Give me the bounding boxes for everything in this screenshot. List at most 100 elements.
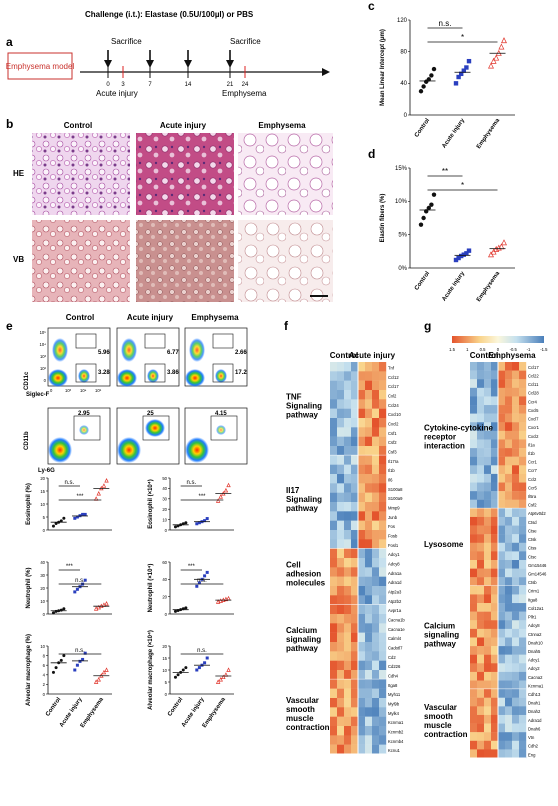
heatmap-cell bbox=[498, 379, 506, 389]
vb-acute-image bbox=[136, 220, 234, 302]
heatmap-cell bbox=[337, 380, 345, 391]
heatmap-gene-label: Dnah6 bbox=[528, 726, 541, 731]
heatmap-cell bbox=[470, 439, 478, 449]
heatmap-cell bbox=[379, 399, 387, 409]
heatmap-cell bbox=[365, 446, 373, 456]
heatmap-cell bbox=[484, 671, 492, 681]
heatmap-cell bbox=[491, 689, 499, 698]
heatmap-cell bbox=[491, 525, 499, 535]
heatmap-cell bbox=[337, 502, 345, 512]
heatmap-gene-label: Il1b bbox=[528, 451, 535, 456]
heatmap-group-label: Cell bbox=[286, 561, 301, 570]
heatmap-gene-label: Ccl24 bbox=[388, 403, 399, 408]
heatmap-cell bbox=[344, 735, 352, 745]
heatmap-gene-label: Il1a bbox=[528, 442, 535, 447]
heatmap-cell bbox=[330, 670, 338, 680]
heatmap-cell bbox=[491, 499, 499, 509]
heatmap-cell bbox=[498, 560, 506, 569]
heatmap-cell bbox=[337, 698, 345, 708]
heatmap-cell bbox=[484, 714, 492, 724]
heatmap-cell bbox=[358, 707, 366, 717]
heatmap-cell bbox=[344, 726, 352, 736]
heatmap-cell bbox=[470, 689, 478, 698]
heatmap-cell bbox=[379, 651, 387, 661]
significance-label: ** bbox=[442, 167, 448, 176]
vb-control-image bbox=[32, 220, 130, 302]
heatmap-cell bbox=[344, 679, 352, 689]
heat-legend-tick-label: -1 bbox=[527, 347, 531, 352]
data-point bbox=[197, 666, 201, 670]
heatmap-cell bbox=[477, 448, 485, 457]
heatmap-cell bbox=[477, 603, 485, 612]
heatmap-cell bbox=[484, 387, 492, 397]
heatmap-cell bbox=[505, 680, 513, 690]
flow-gate bbox=[210, 415, 238, 441]
data-point bbox=[461, 252, 466, 257]
heatmap-cell bbox=[512, 405, 520, 414]
heatmap-cell bbox=[358, 744, 366, 755]
heatmap-cell bbox=[344, 362, 352, 372]
heatmap-cell bbox=[337, 651, 345, 661]
heatmap-cell bbox=[498, 611, 506, 621]
heatmap-cell bbox=[372, 530, 380, 540]
heatmap-cell bbox=[372, 371, 380, 381]
sacrifice-2: Sacrifice bbox=[230, 37, 261, 46]
heatmap-cell bbox=[484, 534, 492, 543]
heatmap-gene-label: Calml4 bbox=[388, 636, 402, 641]
heatmap-gene-label: Kcnma1 bbox=[528, 683, 544, 688]
heatmap-cell bbox=[337, 408, 345, 419]
heatmap-gene-label: Adra1d bbox=[388, 580, 402, 585]
heatmap-cell bbox=[498, 491, 506, 500]
heatmap-cell bbox=[351, 670, 359, 680]
he-acute-image bbox=[136, 133, 234, 215]
heatmap-cell bbox=[351, 446, 359, 456]
heatmap-cell bbox=[379, 511, 387, 521]
data-point bbox=[466, 248, 472, 253]
heatmap-cell bbox=[477, 508, 485, 518]
heatmap-cell bbox=[484, 516, 492, 526]
heatmap-cell bbox=[344, 576, 352, 587]
heatmap-gene-label: Dnah2 bbox=[528, 709, 541, 714]
data-point bbox=[426, 77, 431, 82]
data-point bbox=[101, 669, 107, 675]
heatmap-cell bbox=[351, 530, 359, 540]
heatmap-cell bbox=[484, 551, 492, 561]
heatmap-cell bbox=[491, 740, 499, 750]
data-point bbox=[59, 519, 63, 523]
heatmap-cell bbox=[344, 446, 352, 456]
heatmap-cell bbox=[379, 586, 387, 596]
heatmap-cell bbox=[512, 663, 520, 673]
panel-a: a Challenge (i.t.): Elastase (0.5U/100µl… bbox=[6, 10, 330, 98]
heatmap-cell bbox=[379, 483, 387, 493]
heatmap-cell bbox=[337, 446, 345, 456]
heatmap-cell bbox=[498, 706, 506, 716]
heatmap-group-label: receptor bbox=[424, 433, 456, 442]
model-label: Emphysema model bbox=[6, 62, 75, 71]
heatmap-cell bbox=[477, 723, 485, 733]
heatmap-cell bbox=[477, 370, 485, 380]
data-point bbox=[215, 679, 221, 684]
injection-arrow-head bbox=[146, 60, 154, 68]
heatmap-cell bbox=[484, 732, 492, 741]
data-point bbox=[226, 667, 231, 672]
heatmap-cell bbox=[484, 370, 492, 380]
heatmap-cell bbox=[379, 548, 387, 559]
heatmap-cell bbox=[512, 749, 520, 759]
heatmap-cell bbox=[484, 646, 492, 655]
y-tick-label: 30 bbox=[162, 497, 167, 502]
acute-label: Acute injury bbox=[96, 89, 138, 98]
heatmap-cell bbox=[372, 614, 380, 624]
heatmap-cell bbox=[379, 446, 387, 456]
heatmap-cell bbox=[477, 637, 485, 647]
data-point bbox=[493, 54, 500, 61]
heatmap-cell bbox=[337, 418, 345, 428]
timeline-tick-label: 3 bbox=[121, 82, 125, 88]
heatmap-cell bbox=[372, 642, 380, 652]
heatmap-cell bbox=[330, 511, 338, 521]
y-tick-label: 0 bbox=[404, 113, 408, 119]
heatmap-cell bbox=[477, 671, 485, 681]
heat-legend-tick-label: 0.5 bbox=[480, 347, 486, 352]
heatmap-cell bbox=[498, 628, 506, 638]
heatmap-cell bbox=[470, 516, 478, 526]
heatmap-cell bbox=[484, 654, 492, 664]
